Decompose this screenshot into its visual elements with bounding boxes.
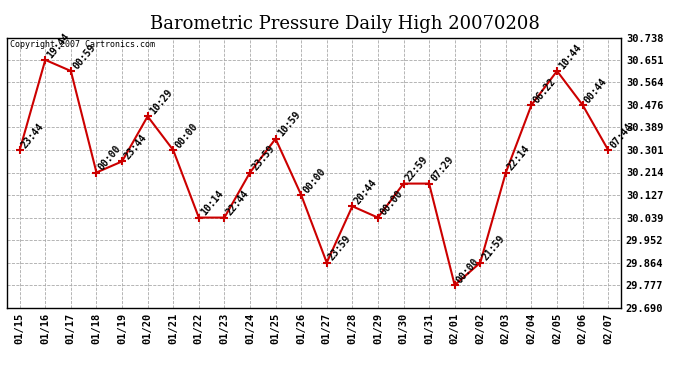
Text: 00:59: 00:59 [71, 42, 97, 71]
Text: Barometric Pressure Daily High 20070208: Barometric Pressure Daily High 20070208 [150, 15, 540, 33]
Text: 22:44: 22:44 [224, 189, 251, 218]
Text: 00:00: 00:00 [97, 144, 123, 172]
Text: 23:59: 23:59 [250, 144, 277, 172]
Text: 23:44: 23:44 [20, 121, 46, 150]
Text: 00:00: 00:00 [455, 256, 481, 285]
Text: 23:59: 23:59 [327, 234, 353, 262]
Text: 22:59: 22:59 [404, 154, 430, 184]
Text: 22:14: 22:14 [506, 144, 533, 172]
Text: 07:44: 07:44 [608, 121, 635, 150]
Text: 23:44: 23:44 [122, 132, 148, 161]
Text: 00:00: 00:00 [378, 189, 404, 218]
Text: 20:44: 20:44 [353, 177, 379, 206]
Text: 19:44: 19:44 [46, 31, 72, 60]
Text: 06:22: 06:22 [531, 76, 558, 105]
Text: 10:14: 10:14 [199, 189, 226, 218]
Text: 10:44: 10:44 [557, 42, 584, 71]
Text: 10:29: 10:29 [148, 87, 174, 116]
Text: 00:00: 00:00 [301, 166, 328, 195]
Text: 21:59: 21:59 [480, 234, 507, 262]
Text: 00:44: 00:44 [582, 76, 609, 105]
Text: 10:59: 10:59 [275, 110, 302, 139]
Text: 07:29: 07:29 [429, 154, 455, 184]
Text: Copyright 2007 Cartronics.com: Copyright 2007 Cartronics.com [10, 40, 155, 49]
Text: 00:00: 00:00 [173, 121, 200, 150]
